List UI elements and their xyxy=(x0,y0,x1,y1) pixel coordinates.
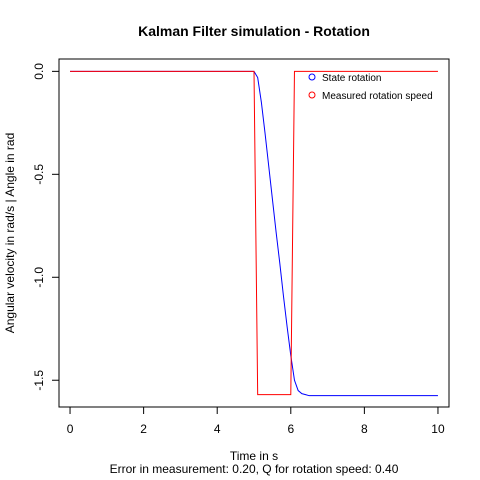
x-tick-label: 6 xyxy=(287,422,294,436)
y-tick-label: -0.5 xyxy=(32,164,46,185)
y-axis-label: Angular velocity in rad/s | Angle in rad xyxy=(3,133,17,334)
y-tick-label: -1.0 xyxy=(32,267,46,288)
legend-label-state-rotation: State rotation xyxy=(322,73,381,84)
legend: State rotation Measured rotation speed xyxy=(308,73,433,102)
x-tick-label: 4 xyxy=(214,422,221,436)
legend-marker-measured-rotation-speed xyxy=(308,91,316,99)
series-line-state-rotation xyxy=(70,70,438,397)
y-tick-label: -1.5 xyxy=(32,370,46,391)
x-tick-label: 0 xyxy=(67,422,74,436)
chart-subtitle: Error in measurement: 0.20, Q for rotati… xyxy=(110,462,399,476)
x-tick-label: 10 xyxy=(431,422,445,436)
y-tick-label: 0.0 xyxy=(32,63,46,80)
series-line-measured-rotation-speed xyxy=(70,70,438,396)
legend-label-measured-rotation-speed: Measured rotation speed xyxy=(322,91,433,102)
series-layer xyxy=(70,70,438,397)
x-tick-label: 2 xyxy=(140,422,147,436)
x-axis: 0 2 4 6 8 10 xyxy=(67,406,445,436)
legend-marker-state-rotation xyxy=(308,73,316,81)
x-axis-label: Time in s xyxy=(230,449,278,463)
y-axis: 0.0 -0.5 -1.0 -1.5 xyxy=(32,63,60,391)
x-tick-label: 8 xyxy=(361,422,368,436)
chart-title: Kalman Filter simulation - Rotation xyxy=(138,23,370,39)
